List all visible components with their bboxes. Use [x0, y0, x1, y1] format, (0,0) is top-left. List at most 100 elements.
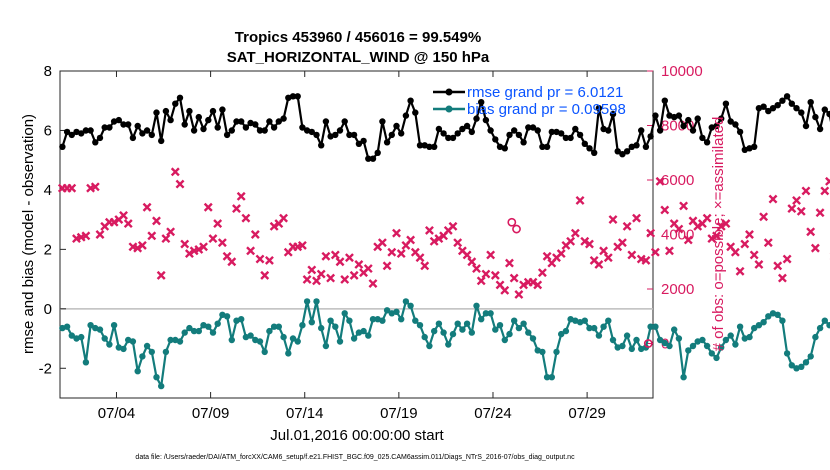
data-point-bias: [341, 310, 348, 317]
data-point-rmse: [181, 121, 188, 128]
data-point-rmse: [256, 127, 264, 134]
data-point-rmse: [609, 110, 617, 118]
data-point-obs-assimilated: [420, 261, 430, 271]
data-point-rmse: [722, 100, 730, 107]
data-point-obs-assimilated: [363, 264, 373, 274]
data-point-obs-assimilated: [264, 255, 274, 265]
data-point-obs-assimilated: [95, 230, 105, 239]
data-point-bias: [628, 345, 635, 353]
data-point-rmse: [798, 109, 805, 116]
data-point-bias: [78, 333, 85, 341]
data-point-obs-possible: [507, 217, 517, 227]
data-point-obs-assimilated: [170, 167, 180, 177]
data-point-bias: [572, 317, 579, 324]
data-point-rmse: [336, 127, 344, 134]
y-axis-left-label: rmse and bias (model - observation): [20, 114, 37, 354]
data-point-rmse: [233, 118, 240, 125]
data-point-rmse: [661, 97, 668, 104]
data-point-rmse: [482, 116, 490, 124]
data-point-rmse: [802, 122, 810, 130]
data-point-rmse: [407, 97, 414, 104]
data-point-obs-assimilated: [387, 247, 397, 257]
data-point-obs-assimilated: [810, 243, 820, 253]
data-point-bias: [82, 359, 90, 366]
data-point-obs-assimilated: [335, 257, 345, 267]
data-point-obs-assimilated: [476, 276, 486, 286]
data-point-rmse: [449, 134, 457, 142]
data-point-rmse: [322, 118, 330, 125]
data-point-rmse: [816, 125, 824, 133]
data-point-obs-assimilated: [340, 275, 350, 284]
data-point-bias: [609, 336, 617, 344]
data-point-bias: [270, 323, 278, 330]
data-point-rmse: [642, 143, 650, 150]
data-point-rmse: [374, 149, 381, 156]
data-point-bias: [346, 317, 353, 324]
data-point-obs-assimilated: [279, 213, 289, 223]
data-point-bias: [162, 348, 170, 356]
data-point-rmse: [647, 133, 654, 140]
data-point-rmse: [252, 121, 259, 128]
data-point-rmse: [379, 118, 386, 125]
data-point-bias: [379, 317, 386, 324]
data-point-bias: [186, 324, 193, 332]
data-point-obs-assimilated: [825, 176, 830, 186]
data-point-obs-assimilated: [721, 219, 731, 229]
data-point-bias: [449, 330, 457, 338]
data-point-bias: [209, 329, 217, 336]
data-point-bias: [402, 298, 410, 305]
data-point-bias: [261, 348, 268, 356]
data-point-bias: [727, 332, 734, 339]
data-point-bias: [139, 353, 146, 360]
data-point-obs-assimilated: [448, 221, 458, 231]
data-point-rmse: [219, 106, 226, 113]
data-point-bias: [529, 335, 537, 342]
data-point-rmse: [774, 102, 781, 109]
data-point-bias: [96, 326, 104, 333]
data-point-obs-assimilated: [424, 225, 434, 235]
legend-label-rmse: rmse grand pr = 6.0121: [467, 84, 623, 101]
data-point-bias: [605, 317, 612, 324]
data-point-obs-assimilated: [415, 253, 425, 263]
data-point-rmse: [195, 113, 202, 121]
data-point-bias: [308, 319, 315, 326]
data-point-obs-assimilated: [815, 208, 825, 218]
data-point-rmse: [200, 125, 207, 133]
data-point-obs-assimilated: [166, 227, 176, 237]
data-point-rmse: [139, 130, 146, 137]
data-point-bias: [190, 327, 198, 335]
data-point-obs-assimilated: [782, 254, 792, 264]
data-point-obs-assimilated: [514, 290, 524, 299]
data-point-bias: [148, 348, 155, 356]
data-point-bias: [798, 363, 805, 370]
data-point-rmse: [115, 116, 123, 124]
data-point-bias: [478, 316, 485, 323]
data-point-obs-assimilated: [603, 253, 613, 263]
data-point-obs-assimilated: [773, 261, 783, 271]
data-point-obs-possible: [643, 339, 653, 348]
data-point-bias: [256, 338, 264, 345]
data-point-rmse: [275, 118, 282, 125]
data-point-obs-assimilated: [796, 206, 806, 216]
data-point-bias: [214, 320, 221, 327]
data-point-bias: [703, 342, 711, 350]
data-point-rmse: [478, 99, 485, 106]
data-point-obs-assimilated: [119, 210, 128, 220]
data-point-obs-assimilated: [759, 212, 769, 222]
data-point-obs-assimilated: [575, 195, 585, 205]
data-point-obs-assimilated: [641, 255, 651, 265]
data-point-rmse: [713, 122, 720, 130]
data-point-obs-assimilated: [820, 186, 830, 196]
data-point-obs-assimilated: [241, 213, 251, 223]
data-point-rmse: [440, 130, 447, 137]
data-point-bias: [143, 342, 151, 350]
data-point-rmse: [223, 131, 231, 139]
data-point-rmse: [623, 148, 631, 155]
data-point-obs-assimilated: [716, 221, 726, 231]
data-point-obs-assimilated: [735, 266, 745, 276]
data-point-rmse: [459, 125, 466, 133]
data-point-rmse: [567, 134, 574, 142]
data-point-rmse: [718, 115, 725, 122]
data-point-bias: [586, 324, 593, 332]
legend-label-bias: bias grand pr = 0.09598: [467, 101, 626, 118]
